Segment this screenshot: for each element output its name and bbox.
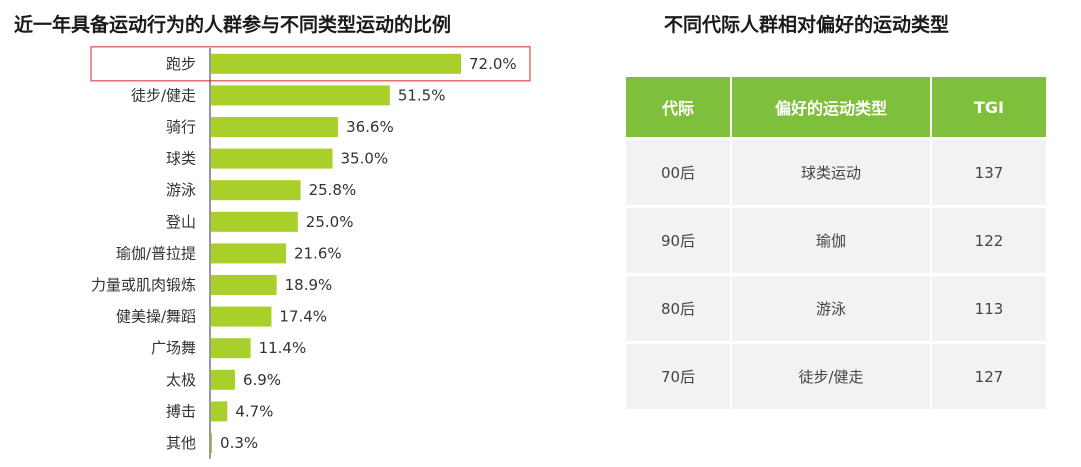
value-label: 35.0% xyxy=(341,150,389,168)
table-row: 70后 徒步/健走 127 xyxy=(626,341,1046,409)
cell-generation: 00后 xyxy=(626,137,732,205)
header-tgi: TGI xyxy=(932,77,1046,137)
table-row: 00后 球类运动 137 xyxy=(626,137,1046,205)
category-label: 广场舞 xyxy=(151,339,196,357)
cell-tgi: 137 xyxy=(932,137,1046,205)
bar xyxy=(211,369,235,390)
table-header-row: 代际 偏好的运动类型 TGI xyxy=(626,77,1046,137)
right-table-title: 不同代际人群相对偏好的运动类型 xyxy=(664,14,950,36)
cell-sport-type: 瑜伽 xyxy=(732,205,932,273)
category-label: 徒步/健走 xyxy=(131,86,196,104)
bar xyxy=(211,433,213,453)
value-label: 51.5% xyxy=(398,86,446,104)
bar xyxy=(211,117,339,137)
category-label: 力量或肌肉锻炼 xyxy=(91,276,196,294)
cell-tgi: 127 xyxy=(932,341,1046,409)
cell-sport-type: 徒步/健走 xyxy=(732,341,932,409)
category-label: 搏击 xyxy=(166,402,196,420)
value-label: 18.9% xyxy=(285,276,333,294)
header-generation: 代际 xyxy=(626,77,732,137)
value-label: 17.4% xyxy=(279,308,327,326)
cell-tgi: 122 xyxy=(932,205,1046,273)
bar xyxy=(211,275,277,295)
highlight-box xyxy=(90,46,531,82)
value-label: 25.0% xyxy=(306,213,354,231)
cell-generation: 90后 xyxy=(626,205,732,273)
bar xyxy=(211,148,333,169)
value-label: 72.0% xyxy=(469,55,517,73)
value-label: 25.8% xyxy=(309,181,357,199)
bar xyxy=(211,85,390,106)
table-row: 90后 瑜伽 122 xyxy=(626,205,1046,273)
cell-generation: 80后 xyxy=(626,273,732,341)
generation-preference-table: 代际 偏好的运动类型 TGI 00后 球类运动 137 90后 瑜伽 122 8… xyxy=(626,77,1046,409)
category-label: 登山 xyxy=(166,213,196,231)
sport-participation-bar-chart: 跑步 72.0% 徒步/健走 51.5% 骑行 36.6% 球类 35.0% 游泳 25.8% 登山… xyxy=(90,46,531,459)
category-label: 瑜伽/普拉提 xyxy=(116,244,196,262)
bar xyxy=(211,53,461,74)
cell-sport-type: 游泳 xyxy=(732,273,932,341)
bar xyxy=(211,338,251,359)
header-sport-type: 偏好的运动类型 xyxy=(732,77,932,137)
cell-sport-type: 球类运动 xyxy=(732,137,932,205)
bar xyxy=(211,401,228,422)
category-label: 跑步 xyxy=(166,55,196,73)
value-label: 21.6% xyxy=(294,244,342,262)
value-label: 0.3% xyxy=(220,434,258,452)
bar xyxy=(211,211,298,232)
category-label: 其他 xyxy=(166,434,196,452)
category-label: 球类 xyxy=(166,150,196,168)
table-row: 80后 游泳 113 xyxy=(626,273,1046,341)
category-label: 游泳 xyxy=(166,181,196,199)
value-label: 11.4% xyxy=(259,339,307,357)
value-label: 4.7% xyxy=(235,402,273,420)
value-label: 36.6% xyxy=(346,118,394,136)
bar xyxy=(211,243,286,264)
bar xyxy=(211,180,301,201)
category-label: 骑行 xyxy=(166,118,196,136)
category-label: 健美操/舞蹈 xyxy=(116,308,196,326)
cell-generation: 70后 xyxy=(626,341,732,409)
cell-tgi: 113 xyxy=(932,273,1046,341)
bar xyxy=(211,306,272,327)
left-chart-title: 近一年具备运动行为的人群参与不同类型运动的比例 xyxy=(14,14,452,36)
category-label: 太极 xyxy=(166,371,196,389)
value-label: 6.9% xyxy=(243,371,281,389)
